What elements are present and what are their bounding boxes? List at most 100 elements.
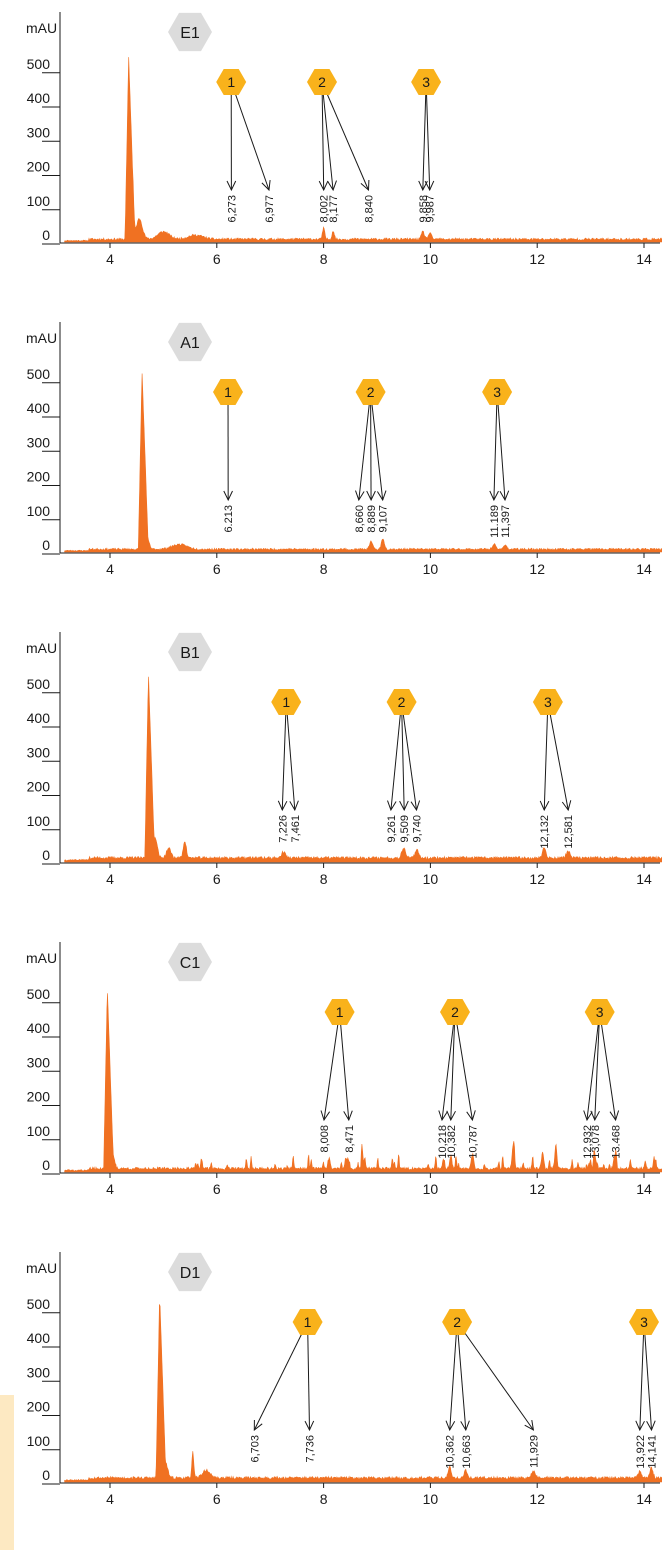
arrow-head	[609, 1110, 620, 1122]
y-tick-label: 200	[27, 779, 51, 795]
arrow-line	[339, 1011, 350, 1121]
arrow-line	[321, 81, 369, 191]
x-tick-label: 12	[529, 251, 545, 267]
x-tick-label: 14	[636, 251, 652, 267]
panel-label: D1	[180, 1265, 201, 1282]
y-tick-label: 100	[27, 813, 51, 829]
arrow-line	[496, 391, 506, 501]
x-tick-label: 14	[636, 561, 652, 577]
retention-time-label: 9,858	[418, 195, 430, 223]
arrow-line	[449, 1321, 458, 1431]
arrow-head	[561, 800, 572, 812]
y-tick-label: 400	[27, 1020, 51, 1036]
y-tick-label: 500	[27, 366, 51, 382]
y-tick-label: 300	[27, 1364, 51, 1380]
x-tick-label: 6	[213, 1491, 221, 1507]
panel-label-hexagon	[168, 632, 212, 672]
arrow-line	[253, 1321, 309, 1431]
y-tick-label: 100	[27, 503, 51, 519]
y-tick-label: 0	[42, 847, 50, 863]
y-axis-label: mAU	[26, 640, 57, 656]
y-tick-label: 0	[42, 537, 50, 553]
retention-time-label: 6,703	[249, 1435, 261, 1463]
group-badge	[629, 1309, 659, 1335]
group-badge	[442, 1309, 473, 1335]
group-badge-number: 3	[596, 1004, 604, 1020]
arrow-line	[422, 81, 427, 191]
arrow-head	[438, 1110, 448, 1122]
arrow-head	[445, 1420, 456, 1432]
retention-time-label: 8,889	[366, 505, 378, 533]
arrow-head	[223, 490, 233, 502]
x-tick-label: 12	[529, 871, 545, 887]
arrow-head	[343, 1110, 353, 1122]
retention-time-label: 10,362	[445, 1435, 457, 1469]
arrow-line	[401, 701, 405, 811]
arrow-line	[643, 1321, 653, 1431]
arrow-head	[460, 1420, 470, 1432]
arrow-head	[399, 800, 409, 812]
arrow-line	[599, 1011, 617, 1121]
panel-label-hexagon	[168, 1252, 212, 1292]
arrow-head	[466, 1110, 476, 1122]
x-tick-label: 8	[320, 561, 328, 577]
group-badge-number: 2	[453, 1314, 461, 1330]
retention-time-label: 13.468	[611, 1125, 623, 1159]
y-tick-label: 100	[27, 193, 51, 209]
y-tick-label: 0	[42, 227, 50, 243]
arrow-head	[424, 180, 435, 192]
x-tick-label: 10	[423, 561, 439, 577]
arrow-head	[327, 180, 337, 192]
retention-time-label: 9,740	[412, 815, 424, 843]
retention-time-label: 11.189	[489, 505, 501, 538]
arrow-line	[307, 1321, 311, 1431]
group-badge	[307, 69, 337, 95]
x-tick-label: 4	[106, 871, 114, 887]
y-tick-label: 500	[27, 1296, 51, 1312]
x-tick-label: 14	[636, 871, 652, 887]
arrow-line	[547, 701, 569, 811]
chromatogram-trace	[64, 1304, 662, 1483]
x-tick-label: 6	[213, 561, 221, 577]
x-tick-label: 10	[423, 1181, 439, 1197]
y-axis-label: mAU	[26, 1260, 57, 1276]
y-axis-label: mAU	[26, 330, 57, 346]
arrow-head	[590, 1110, 600, 1122]
arrow-head	[583, 1110, 593, 1122]
arrow-line	[390, 701, 403, 811]
retention-time-label: 7,736	[305, 1435, 317, 1463]
x-tick-label: 4	[106, 1491, 114, 1507]
arrow-line	[450, 1011, 456, 1121]
x-tick-label: 4	[106, 561, 114, 577]
x-tick-label: 10	[423, 871, 439, 887]
x-tick-label: 6	[213, 251, 221, 267]
x-tick-label: 4	[106, 251, 114, 267]
y-tick-label: 200	[27, 1399, 51, 1415]
arrow-line	[454, 1011, 473, 1121]
retention-time-label: 9,509	[399, 815, 411, 843]
retention-time-label: 13,078	[590, 1125, 602, 1159]
retention-time-label: 8,002	[319, 195, 331, 223]
retention-time-label: 14,141	[647, 1435, 659, 1469]
panel-label: A1	[180, 335, 200, 352]
arrow-line	[370, 391, 384, 501]
group-badge	[213, 379, 243, 405]
x-tick-label: 8	[320, 871, 328, 887]
panel-label-hexagon	[168, 322, 212, 362]
arrow-line	[493, 391, 498, 501]
y-tick-label: 400	[27, 1330, 51, 1346]
group-badge-number: 3	[544, 694, 552, 710]
retention-time-label: 8,840	[364, 195, 376, 223]
arrow-line	[441, 1011, 456, 1121]
retention-time-label: 7,461	[290, 815, 302, 843]
arrow-head	[489, 490, 499, 502]
retention-time-label: 8,660	[354, 505, 366, 533]
arrow-line	[321, 81, 334, 191]
arrow-head	[226, 180, 237, 192]
y-tick-label: 500	[27, 676, 51, 692]
panel-label-hexagon	[168, 12, 212, 52]
chromatogram-trace	[64, 373, 662, 553]
